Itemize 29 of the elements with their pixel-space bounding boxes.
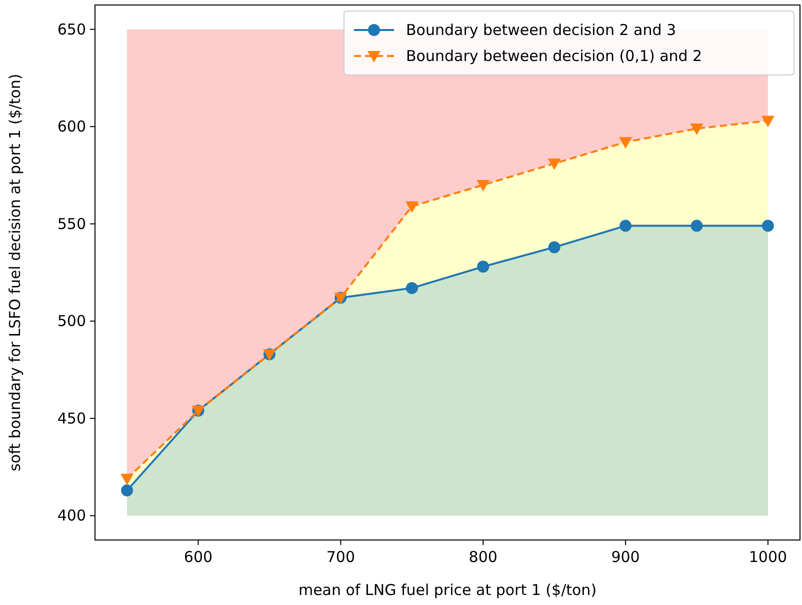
point (476, 180, 490, 192)
point (120, 474, 134, 486)
point (405, 201, 418, 213)
y-tick-label: 600 (57, 118, 86, 136)
y-tick-label: 500 (57, 312, 86, 330)
point (762, 220, 774, 232)
point (406, 282, 418, 294)
point (121, 484, 134, 496)
y-tick-label: 400 (57, 506, 86, 525)
x-tick-label: 900 (611, 548, 640, 566)
point (690, 124, 704, 136)
point (620, 220, 632, 232)
x-axis-title: mean of LNG fuel price at port 1 ($/ton) (298, 581, 597, 599)
legend-label: Boundary between decision 2 and 3 (406, 21, 676, 39)
y-axis-title: soft boundary for LSFO fuel decision at port 1 ($/ton) (6, 74, 24, 472)
x-tick-label: 800 (468, 548, 498, 566)
point (619, 137, 632, 149)
x-tick-label: 1000 (748, 548, 788, 566)
y-tick-label: 450 (57, 409, 86, 428)
y-tick-label: 650 (57, 20, 86, 38)
x-tick-label: 600 (184, 548, 213, 566)
y-tick-label: 550 (57, 214, 86, 233)
point (690, 220, 703, 232)
point (761, 116, 774, 128)
point (548, 158, 561, 170)
x-tick-label: 700 (326, 548, 355, 566)
point (477, 260, 490, 273)
point (548, 241, 560, 254)
legend-label: Boundary between decision (0,1) and 2 (406, 47, 702, 65)
